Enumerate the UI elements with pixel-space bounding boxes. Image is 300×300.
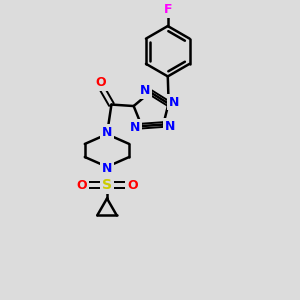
Text: N: N xyxy=(169,96,179,109)
Text: O: O xyxy=(96,76,106,89)
Text: N: N xyxy=(102,162,112,175)
Text: N: N xyxy=(130,121,140,134)
Text: N: N xyxy=(165,119,175,133)
Text: S: S xyxy=(102,178,112,192)
Text: F: F xyxy=(164,3,172,16)
Text: O: O xyxy=(127,178,138,192)
Text: N: N xyxy=(102,126,112,139)
Text: N: N xyxy=(140,84,150,97)
Text: O: O xyxy=(76,178,87,192)
